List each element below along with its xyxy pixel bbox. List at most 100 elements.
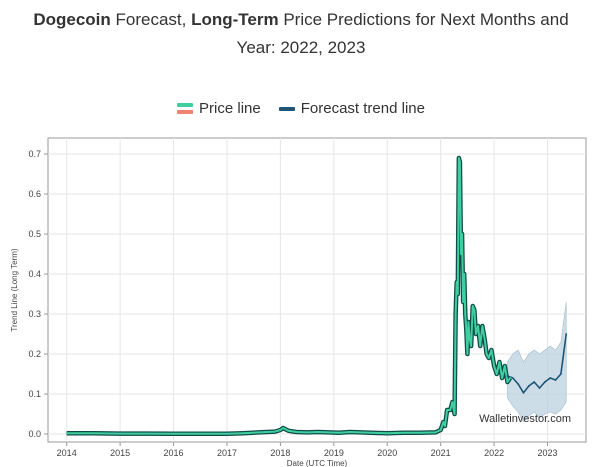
price-point xyxy=(386,432,389,435)
price-point xyxy=(509,377,512,379)
price-point xyxy=(455,281,458,283)
price-point xyxy=(498,361,501,363)
forecast-point xyxy=(538,387,541,389)
x-tick-label: 2017 xyxy=(217,448,237,458)
price-point xyxy=(145,432,148,435)
price-point xyxy=(493,365,496,367)
y-tick-label: 0.1 xyxy=(28,389,41,399)
price-point xyxy=(475,333,477,335)
x-tick-label: 2015 xyxy=(110,448,130,458)
price-line xyxy=(66,157,511,435)
price-point xyxy=(483,337,486,339)
price-point xyxy=(461,233,463,235)
price-point xyxy=(402,431,405,434)
price-point xyxy=(468,337,471,339)
forecast-point xyxy=(543,381,546,383)
x-tick-label: 2014 xyxy=(57,448,77,458)
price-line-swatch xyxy=(177,103,194,114)
title-coin-name: Dogecoin xyxy=(33,10,111,29)
forecast-trend-line xyxy=(507,333,568,394)
price-point xyxy=(282,427,284,429)
price-point xyxy=(481,325,484,327)
price-point xyxy=(242,432,244,435)
price-point xyxy=(119,432,122,435)
price-point xyxy=(418,431,421,434)
price-point xyxy=(506,381,509,383)
price-point xyxy=(462,301,465,303)
price-point xyxy=(359,431,362,434)
legend-forecast-label: Forecast trend line xyxy=(300,100,425,117)
price-point xyxy=(503,365,506,367)
price-line-swatch-orange xyxy=(177,110,194,114)
price-point xyxy=(470,345,473,347)
price-point xyxy=(479,345,482,347)
legend-item-forecast[interactable]: Forecast trend line xyxy=(278,100,425,117)
price-point xyxy=(464,313,467,315)
price-point xyxy=(279,429,282,431)
price-point xyxy=(454,313,457,315)
price-point xyxy=(199,432,202,435)
forecast-point xyxy=(522,391,525,394)
price-point xyxy=(460,253,462,255)
price-point xyxy=(295,431,298,433)
forecast-point xyxy=(565,333,568,335)
price-point xyxy=(65,432,68,435)
forecast-point xyxy=(554,379,557,381)
title-term: Long-Term xyxy=(191,10,279,29)
price-point xyxy=(287,429,290,432)
x-axis-ticks: 2014 2015 2016 2017 2018 2019 2020 2021 2022 2023 xyxy=(57,442,558,458)
price-point xyxy=(467,321,470,323)
chart-title: Dogecoin Forecast, Long-Term Price Predi… xyxy=(0,6,602,62)
legend-price-label: Price line xyxy=(199,100,261,117)
forecast-point xyxy=(527,385,530,387)
y-tick-label: 0.3 xyxy=(28,309,41,319)
watermark: Walletinvestor.com xyxy=(479,413,571,425)
price-point xyxy=(444,425,446,427)
x-tick-label: 2018 xyxy=(270,448,290,458)
price-point xyxy=(434,431,437,434)
price-point xyxy=(501,377,504,379)
x-tick-label: 2022 xyxy=(484,448,504,458)
price-point xyxy=(477,325,479,327)
price-point xyxy=(465,329,468,331)
price-point xyxy=(316,431,319,433)
legend-item-price[interactable]: Price line xyxy=(177,100,261,117)
price-point xyxy=(471,305,474,307)
price-point xyxy=(338,431,341,434)
price-point xyxy=(485,353,488,355)
chart-legend: Price line Forecast trend line xyxy=(0,100,602,117)
x-tick-label: 2023 xyxy=(538,448,558,458)
price-point xyxy=(446,409,448,411)
price-point xyxy=(456,293,459,295)
forecast-point xyxy=(533,381,536,383)
x-axis-label: Date (UTC Time) xyxy=(287,459,348,467)
y-tick-label: 0.6 xyxy=(28,189,41,199)
price-point xyxy=(449,409,452,411)
price-line-swatch-green xyxy=(177,103,194,107)
price-point xyxy=(451,401,454,403)
price-point xyxy=(463,273,466,275)
price-point xyxy=(466,353,469,355)
y-tick-label: 0.5 xyxy=(28,229,41,239)
price-point xyxy=(453,413,456,415)
x-tick-label: 2019 xyxy=(324,448,344,458)
forecast-point xyxy=(506,375,509,377)
x-tick-label: 2020 xyxy=(377,448,397,458)
forecast-point xyxy=(517,383,520,385)
price-point xyxy=(439,429,442,431)
y-axis-label: Trend Line (Long Term) xyxy=(10,248,19,331)
forecast-line-swatch xyxy=(278,106,295,111)
price-point xyxy=(348,431,351,433)
data-points xyxy=(65,157,568,435)
price-point xyxy=(442,421,445,423)
price-point xyxy=(490,349,493,351)
price-point xyxy=(370,431,373,434)
price-point xyxy=(258,431,260,434)
y-axis-ticks: 0.0 0.1 0.2 0.3 0.4 0.5 0.6 0.7 xyxy=(28,149,48,439)
price-point xyxy=(92,432,95,435)
forecast-point xyxy=(559,373,562,375)
plot-area xyxy=(47,137,587,443)
forecast-point xyxy=(511,377,514,379)
price-point xyxy=(274,430,276,433)
